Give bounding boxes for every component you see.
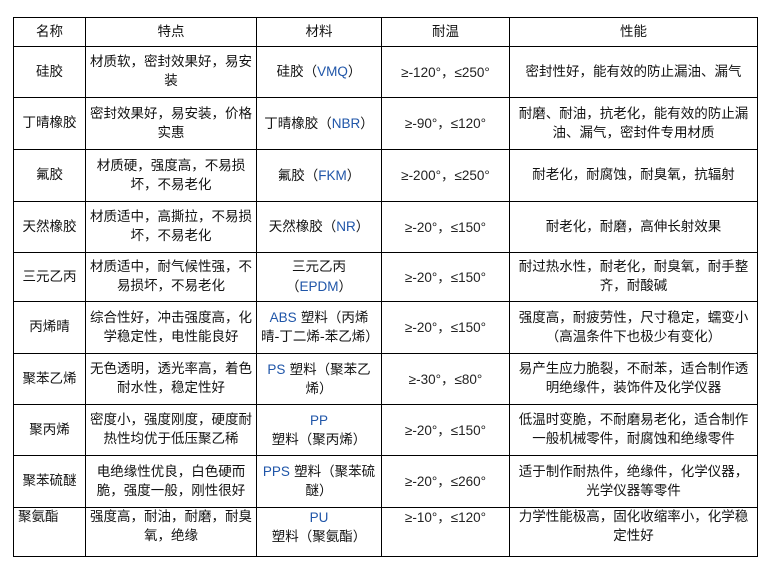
header-performance: 性能 [509,17,758,47]
table-row: 聚苯乙烯 无色透明，透光率高，着色耐水性，稳定性好 PS 塑料（聚苯乙烯） ≥-30°… [13,353,758,405]
cell-name: 氟胶 [13,149,86,202]
material-code: ABS [269,310,297,325]
table-row: 三元乙丙 材质适中，耐气候性强，不易损坏，不易老化 三元乙丙（EPDM） ≥-20°，… [13,252,758,302]
cell-temperature: ≥-30°，≤80° [381,353,510,405]
cell-name: 丁晴橡胶 [13,97,86,150]
cell-material: 氟胶（FKM） [256,149,382,202]
cell-temperature: ≥-20°，≤260° [381,455,510,508]
table-row: 氟胶 材质硬，强度高，不易损坏，不易老化 氟胶（FKM） ≥-200°，≤250° 耐老… [13,149,758,202]
cell-name: 三元乙丙 [13,252,86,302]
cell-temperature: ≥-20°，≤150° [381,252,510,302]
cell-temperature: ≥-90°，≤120° [381,97,510,150]
cell-name: 硅胶 [13,46,86,98]
cell-performance: 耐过热水性，耐老化，耐臭氧，耐手整齐，耐酸碱 [509,252,758,302]
cell-features: 密度小，强度刚度，硬度耐热性均优于低压聚乙稀 [85,404,257,456]
header-name: 名称 [13,17,86,47]
cell-performance: 耐磨、耐油，抗老化，能有效的防止漏油、漏气，密封件专用材质 [509,97,758,150]
material-name-prefix: 氟胶（ [277,167,319,184]
cell-features: 强度高，耐油，耐磨，耐臭氧，绝缘 [85,507,257,557]
material-code: FKM [318,167,347,183]
cell-temperature: ≥-20°，≤150° [381,201,510,253]
header-row: 名称 特点 材料 耐温 性能 [13,17,758,47]
cell-temperature: ≥-20°，≤150° [381,404,510,456]
header-material: 材料 [256,17,382,47]
cell-material: PPS 塑料（聚苯硫醚） [256,455,382,508]
material-code: PS [267,361,286,377]
cell-features: 无色透明，透光率高，着色耐水性，稳定性好 [85,353,257,405]
cell-material: PP 塑料（聚丙烯） [256,404,382,456]
cell-features: 密封效果好，易安装，价格实惠 [85,97,257,150]
material-code: EPDM [299,278,339,294]
material-name-prefix: 丁晴橡胶（ [264,115,332,132]
cell-material: PS 塑料（聚苯乙烯） [256,353,382,405]
cell-material: 硅胶（VMQ） [256,46,382,98]
cell-name: 丙烯晴 [13,301,86,354]
material-name-suffix: ） [338,278,353,295]
table-row: 天然橡胶 材质适中，高撕拉，不易损坏，不易老化 天然橡胶（NR） ≥-20°，≤150… [13,201,758,253]
material-code: NBR [331,115,361,131]
cell-performance: 易产生应力脆裂，不耐苯，适合制作透明绝缘件，装饰件及化学仪器 [509,353,758,405]
cell-name: 聚氨酯 [13,507,86,557]
table-row: 丙烯晴 综合性好，冲击强度高，化学稳定性，电性能良好 ABS 塑料（丙烯晴-丁二烯-… [13,301,758,354]
cell-temperature: ≥-120°，≤250° [381,46,510,98]
material-name-suffix: ） [347,64,362,80]
cell-material: 天然橡胶（NR） [256,201,382,253]
cell-features: 材质适中，耐气候性强，不易损坏，不易老化 [85,252,257,302]
material-name-prefix: 硅胶（ [276,64,318,80]
table-row: 硅胶 材质软，密封效果好，易安装 硅胶（VMQ） ≥-120°，≤250° 密封性好，能… [13,46,758,98]
cell-performance: 力学性能极高，固化收缩率小，化学稳定性好 [509,507,758,557]
cell-material: ABS 塑料（丙烯晴-丁二烯-苯乙烯） [256,301,382,354]
cell-features: 材质适中，高撕拉，不易损坏，不易老化 [85,201,257,253]
material-name-suffix: 塑料（聚苯硫醚） [289,464,376,499]
cell-performance: 低温时变脆，不耐磨易老化，适合制作一般机械零件，耐腐蚀和绝缘零件 [509,404,758,456]
material-name-prefix: 天然橡胶（ [268,219,337,235]
cell-name: 天然橡胶 [13,201,86,253]
table-row: 聚苯硫醚 电绝缘性优良，白色硬而脆，强度一般，刚性很好 PPS 塑料（聚苯硫醚） ≥-… [13,455,758,508]
cell-features: 综合性好，冲击强度高，化学稳定性，电性能良好 [85,301,257,354]
material-code: NR [336,219,356,234]
header-features: 特点 [85,17,257,47]
material-code: PPS [262,464,290,479]
material-name-suffix: ） [346,167,361,184]
cell-performance: 耐老化，耐腐蚀，耐臭氧，抗辐射 [509,149,758,202]
cell-material: 三元乙丙（EPDM） [256,252,382,302]
material-name-suffix: 塑料（聚丙烯） [271,431,367,448]
materials-table: 名称 特点 材料 耐温 性能 硅胶 材质软，密封效果好，易安装 硅胶（VMQ） ≥-1… [13,17,758,557]
material-code: PU [309,510,329,525]
material-name-prefix: 三元乙丙（ [285,258,346,295]
cell-performance: 强度高，耐疲劳性，尺寸稳定，蠕变小（高温条件下也极少有变化） [509,301,758,354]
table-row: 聚丙烯 密度小，强度刚度，硬度耐热性均优于低压聚乙稀 PP 塑料（聚丙烯） ≥-20°… [13,404,758,456]
cell-name: 聚丙烯 [13,404,86,456]
cell-features: 材质软，密封效果好，易安装 [85,46,257,98]
table-row: 聚氨酯 强度高，耐油，耐磨，耐臭氧，绝缘 PU 塑料（聚氨酯） ≥-10°，≤120°… [13,507,758,557]
table-row: 丁晴橡胶 密封效果好，易安装，价格实惠 丁晴橡胶（NBR） ≥-90°，≤120° 耐磨… [13,97,758,150]
material-name-suffix: 塑料（聚苯乙烯） [285,361,371,397]
cell-performance: 适于制作耐热件，绝缘件，化学仪器，光学仪器等零件 [509,455,758,508]
cell-performance: 密封性好，能有效的防止漏油、漏气 [509,46,758,98]
material-code: PP [309,412,328,428]
material-code: VMQ [317,64,348,79]
material-name-suffix: ） [360,115,374,132]
cell-performance: 耐老化，耐磨，高伸长射效果 [509,201,758,253]
material-name-suffix: 塑料（丙烯晴-丁二烯-苯乙烯） [261,310,379,345]
cell-name: 聚苯乙烯 [13,353,86,405]
cell-material: PU 塑料（聚氨酯） [256,507,382,557]
material-name-suffix: 塑料（聚氨酯） [271,529,367,545]
cell-temperature: ≥-20°，≤150° [381,301,510,354]
material-name-suffix: ） [355,219,370,235]
cell-features: 电绝缘性优良，白色硬而脆，强度一般，刚性很好 [85,455,257,508]
cell-temperature: ≥-10°，≤120° [381,507,510,557]
header-temperature: 耐温 [381,17,510,47]
cell-material: 丁晴橡胶（NBR） [256,97,382,150]
cell-name: 聚苯硫醚 [13,455,86,508]
cell-temperature: ≥-200°，≤250° [381,149,510,202]
cell-features: 材质硬，强度高，不易损坏，不易老化 [85,149,257,202]
